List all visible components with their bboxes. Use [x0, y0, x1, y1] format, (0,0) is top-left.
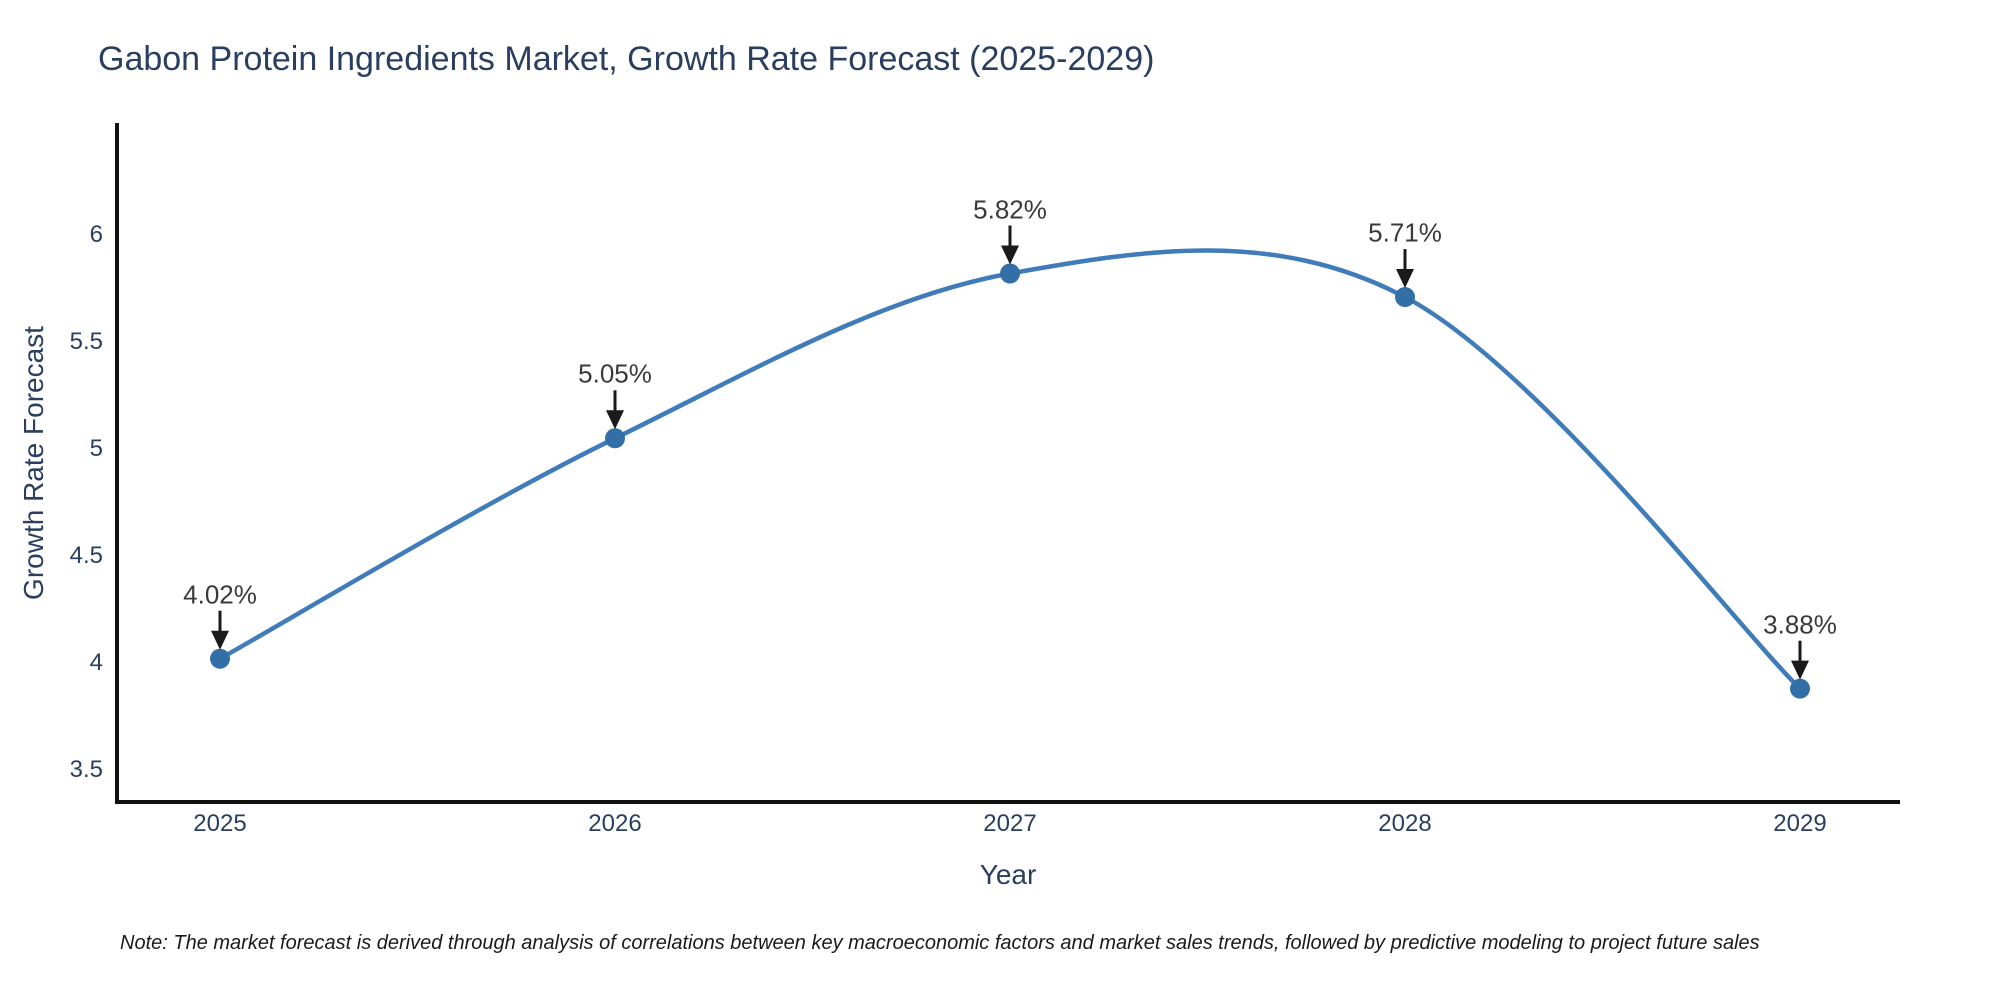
data-point-marker — [1790, 678, 1810, 699]
data-point-value-label: 5.82% — [973, 194, 1047, 225]
y-axis-title: Growth Rate Forecast — [18, 326, 49, 600]
y-tick-label: 5 — [89, 435, 103, 462]
footnote-text: Note: The market forecast is derived thr… — [120, 932, 1760, 954]
chart-title: Gabon Protein Ingredients Market, Growth… — [98, 40, 1155, 78]
x-tick-label: 2026 — [588, 810, 642, 837]
x-tick-label: 2029 — [1773, 810, 1827, 837]
y-tick-label: 4.5 — [69, 542, 103, 569]
annotation-arrowhead-icon — [1396, 269, 1414, 289]
data-point-marker — [1395, 287, 1415, 308]
data-point-marker — [605, 428, 625, 449]
x-tick-label: 2027 — [983, 810, 1037, 837]
annotation-arrowhead-icon — [1791, 660, 1809, 680]
x-axis-title: Year — [979, 859, 1037, 890]
annotation-arrowhead-icon — [606, 410, 624, 430]
annotation-arrowhead-icon — [211, 630, 229, 650]
y-tick-label: 6 — [89, 221, 103, 248]
annotation-arrowhead-icon — [1001, 245, 1019, 265]
data-point-marker — [1000, 263, 1020, 284]
x-tick-label: 2025 — [193, 810, 247, 837]
y-tick-label: 4 — [89, 649, 103, 676]
data-point-value-label: 5.05% — [578, 358, 652, 389]
data-point-value-label: 3.88% — [1763, 609, 1837, 640]
x-tick-label: 2028 — [1378, 810, 1432, 837]
data-point-markers — [210, 263, 1810, 699]
annotation-arrows — [211, 225, 1809, 680]
y-tick-label: 3.5 — [69, 756, 103, 783]
y-tick-label: 5.5 — [69, 328, 103, 355]
data-point-value-label: 5.71% — [1368, 217, 1442, 248]
data-point-value-label: 4.02% — [183, 579, 257, 610]
data-point-marker — [210, 648, 230, 669]
forecast-line-series — [217, 248, 1803, 691]
